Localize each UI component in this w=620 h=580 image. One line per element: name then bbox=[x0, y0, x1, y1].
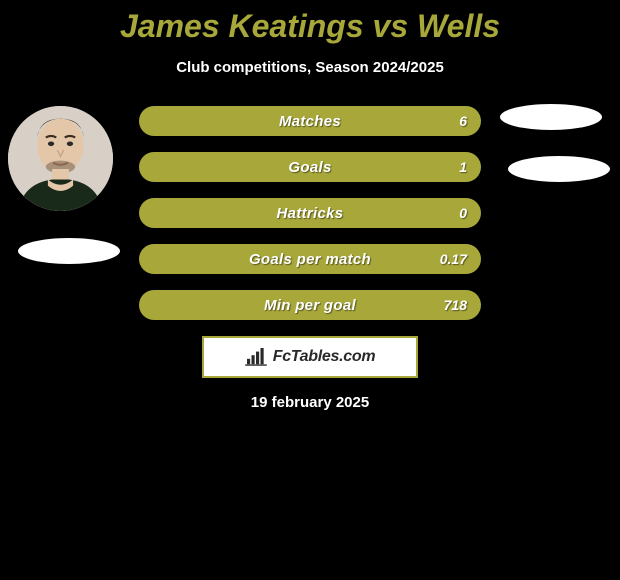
stat-row-matches: Matches 6 bbox=[139, 106, 481, 136]
stat-value-right: 718 bbox=[444, 297, 467, 313]
subtitle: Club competitions, Season 2024/2025 bbox=[0, 59, 620, 76]
player-right-name-pill-2 bbox=[508, 156, 610, 182]
stat-value-right: 0.17 bbox=[440, 251, 467, 267]
stat-row-min-per-goal: Min per goal 718 bbox=[139, 290, 481, 320]
comparison-card: James Keatings vs Wells Club competition… bbox=[0, 0, 620, 411]
logo-text: FcTables.com bbox=[273, 348, 376, 366]
stat-value-right: 0 bbox=[459, 205, 467, 221]
stats-list: Matches 6 Goals 1 Hattricks 0 Goals per … bbox=[139, 104, 481, 320]
stat-label: Goals bbox=[288, 159, 331, 176]
stat-row-goals-per-match: Goals per match 0.17 bbox=[139, 244, 481, 274]
stat-label: Min per goal bbox=[264, 297, 356, 314]
page-title: James Keatings vs Wells bbox=[0, 8, 620, 45]
fctables-logo-box[interactable]: FcTables.com bbox=[202, 336, 418, 378]
stat-row-hattricks: Hattricks 0 bbox=[139, 198, 481, 228]
player-left-avatar bbox=[8, 106, 113, 211]
stat-label: Hattricks bbox=[277, 205, 344, 222]
player-left-name-pill bbox=[18, 238, 120, 264]
content-area: Matches 6 Goals 1 Hattricks 0 Goals per … bbox=[0, 104, 620, 411]
stat-value-right: 6 bbox=[459, 113, 467, 129]
stat-row-goals: Goals 1 bbox=[139, 152, 481, 182]
player-right-name-pill-1 bbox=[500, 104, 602, 130]
stat-value-right: 1 bbox=[459, 159, 467, 175]
avatar-left-face bbox=[8, 106, 113, 211]
bar-chart-icon bbox=[245, 348, 267, 366]
stat-label: Goals per match bbox=[249, 251, 371, 268]
stat-label: Matches bbox=[279, 113, 341, 130]
date-text: 19 february 2025 bbox=[0, 394, 620, 411]
